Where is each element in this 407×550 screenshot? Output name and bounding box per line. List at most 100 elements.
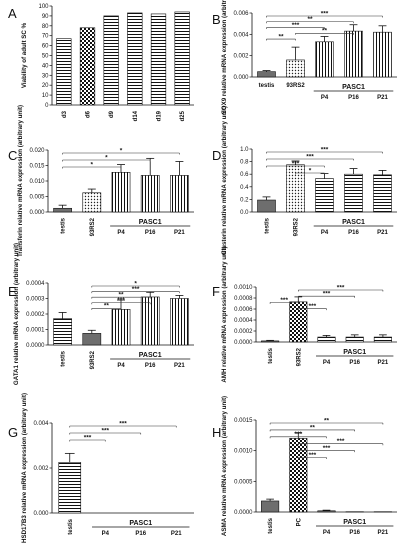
y-tick-label: 40 — [42, 63, 49, 69]
y-tick-label: 0.0000 — [26, 343, 45, 349]
panel-label: G — [8, 425, 18, 440]
x-tick-label: P4 — [321, 95, 329, 101]
y-tick-label: 0.0000 — [234, 510, 253, 516]
sig-marker: * — [105, 154, 108, 161]
panel-f: F 0.0000 0.0002 0.0004 0.0006 0.0008 0.0010 AMH… — [212, 246, 397, 383]
sig-marker: *** — [132, 286, 140, 293]
panel-c: C 0.000 0.005 0.010 0.015 0.020 Transferin rel… — [8, 105, 194, 257]
x-tick-label: 93RS2 — [90, 217, 96, 236]
x-tick-label: testis — [259, 83, 275, 89]
sig-marker: *** — [117, 297, 125, 304]
group-label: PASC1 — [342, 219, 365, 226]
x-tick-label: PC — [296, 517, 302, 526]
panel-d: D 0.0 0.2 0.4 0.6 0.8 1.0 Clusterin relative mR… — [212, 106, 397, 255]
bar-h-2 — [317, 510, 336, 513]
y-axis-label: HSD17B3 relative mRNA expression (arbitr… — [21, 393, 28, 543]
y-tick-label: 90 — [42, 14, 49, 20]
x-tick-label: testis — [265, 217, 271, 233]
panel-label: A — [8, 6, 17, 21]
y-tick-label: 0.0003 — [26, 297, 45, 303]
y-tick-label: 50 — [42, 54, 49, 60]
bar-h-1 — [289, 438, 308, 513]
x-tick-label: d14 — [133, 110, 139, 121]
y-tick-label: 0.002 — [233, 54, 249, 60]
bar-a-4 — [150, 13, 167, 106]
panel-label: H — [212, 425, 221, 440]
y-axis-label: AMH relative mRNA expression (arbitrary … — [221, 246, 228, 382]
sig-marker: ** — [278, 33, 284, 40]
bar-h-0 — [261, 500, 280, 513]
y-tick-label: 20 — [42, 83, 49, 89]
panel-g: G 0.000 0.002 0.004 HSD17B3 relative mRNA ex… — [8, 393, 194, 543]
panel-label: E — [8, 284, 17, 299]
sig-marker: *** — [321, 10, 329, 17]
x-tick-label: P16 — [349, 530, 360, 536]
x-tick-label: P4 — [117, 363, 125, 369]
bar-b-2 — [315, 41, 334, 78]
bar-b-1 — [286, 59, 305, 78]
sig-marker: *** — [101, 427, 109, 434]
x-tick-label: P4 — [102, 531, 110, 537]
panel-b: B 0.000 0.002 0.004 0.006 SOX9 relative mRNA … — [212, 0, 397, 114]
x-tick-label: P16 — [145, 230, 156, 236]
bar-d-4 — [373, 174, 392, 213]
bar-c-4 — [170, 175, 189, 213]
y-tick-label: 10 — [42, 93, 49, 99]
sig-marker: * — [120, 147, 123, 154]
sig-marker: *** — [323, 445, 331, 452]
y-axis-label: SOX9 relative mRNA expression (arbitrary… — [221, 0, 228, 114]
group-label: PASC1 — [343, 349, 366, 356]
bar-b-4 — [373, 31, 392, 78]
x-tick-label: P21 — [174, 363, 185, 369]
sig-marker: *** — [323, 291, 331, 298]
group-label: PASC1 — [343, 519, 366, 526]
y-tick-label: 0.0010 — [234, 285, 253, 291]
sig-marker: *** — [84, 434, 92, 441]
panel-e: E 0.0000 0.0001 0.0002 0.0003 0.0004 GATA1 rel… — [8, 243, 194, 385]
y-tick-label: 0.000 — [33, 511, 49, 517]
sig-marker: ** — [310, 424, 316, 431]
sig-marker: *** — [280, 297, 288, 304]
x-tick-label: d9 — [109, 110, 115, 118]
y-tick-label: 0.004 — [233, 32, 249, 38]
sig-marker: *** — [119, 420, 127, 427]
sig-marker: *** — [292, 22, 300, 29]
bar-a-5 — [174, 11, 190, 106]
sig-marker: *** — [337, 284, 345, 291]
bar-a-2 — [103, 15, 119, 106]
panel-label: C — [8, 148, 17, 163]
y-tick-label: 0.0 — [240, 210, 249, 216]
y-tick-label: 0.0000 — [234, 340, 253, 346]
sig-marker: *** — [309, 303, 317, 310]
bar-e-1 — [82, 333, 102, 346]
bar-g-0 — [58, 462, 82, 514]
x-tick-label: d3 — [62, 110, 68, 118]
bar-a-1 — [79, 27, 96, 106]
sig-marker: *** — [295, 431, 303, 438]
group-label: PASC1 — [342, 84, 365, 91]
x-tick-label: testis — [61, 217, 67, 233]
x-tick-label: P21 — [377, 230, 388, 236]
bar-a-3 — [127, 12, 143, 106]
y-tick-label: 0.2 — [240, 197, 249, 203]
bar-d-2 — [315, 178, 334, 213]
y-tick-label: 0.0002 — [26, 312, 45, 318]
bar-e-2 — [111, 309, 131, 346]
x-tick-label: P21 — [377, 95, 388, 101]
y-tick-label: 0.0008 — [234, 296, 253, 302]
bar-d-0 — [257, 199, 276, 213]
sig-marker: *** — [309, 452, 317, 459]
bar-b-0 — [257, 71, 276, 78]
x-tick-label: P16 — [145, 363, 156, 369]
sig-marker: *** — [337, 438, 345, 445]
x-tick-label: P4 — [323, 530, 331, 536]
y-tick-label: 0.0006 — [234, 307, 253, 313]
y-tick-label: 60 — [42, 44, 49, 50]
y-tick-label: 1.0 — [240, 147, 249, 153]
x-tick-label: 93RS2 — [90, 350, 96, 369]
bar-d-3 — [344, 173, 363, 213]
y-tick-label: 70 — [42, 34, 49, 40]
x-tick-label: P4 — [321, 230, 329, 236]
y-tick-label: 0.4 — [240, 185, 249, 191]
